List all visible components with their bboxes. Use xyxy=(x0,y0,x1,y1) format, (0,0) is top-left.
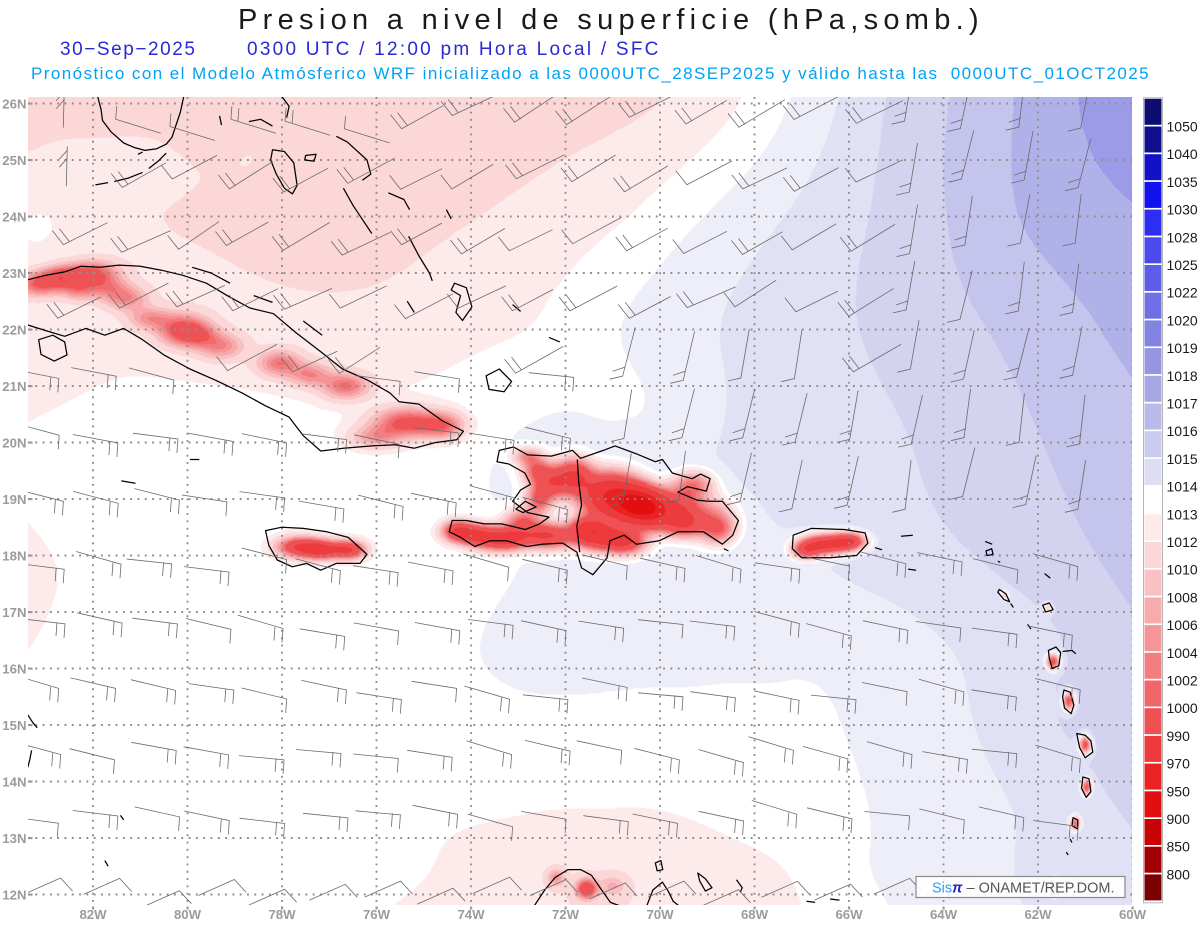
svg-text:13N: 13N xyxy=(2,831,26,846)
svg-text:24N: 24N xyxy=(2,209,26,224)
svg-text:68W: 68W xyxy=(741,907,769,922)
svg-text:1040: 1040 xyxy=(1167,146,1198,162)
svg-text:1002: 1002 xyxy=(1167,673,1198,689)
svg-text:12N: 12N xyxy=(2,887,26,902)
svg-text:78W: 78W xyxy=(268,907,296,922)
svg-text:80W: 80W xyxy=(174,907,202,922)
svg-text:1008: 1008 xyxy=(1167,589,1198,605)
svg-text:1014: 1014 xyxy=(1167,479,1198,495)
svg-text:Sisπ – ONAMET/REP.DOM.: Sisπ – ONAMET/REP.DOM. xyxy=(932,881,1115,897)
svg-text:76W: 76W xyxy=(363,907,391,922)
svg-text:64W: 64W xyxy=(930,907,958,922)
svg-text:21N: 21N xyxy=(2,379,26,394)
svg-text:970: 970 xyxy=(1167,756,1191,772)
svg-text:62W: 62W xyxy=(1024,907,1052,922)
svg-text:25N: 25N xyxy=(2,153,26,168)
svg-text:15N: 15N xyxy=(2,718,26,733)
svg-text:1013: 1013 xyxy=(1167,506,1198,522)
svg-text:26N: 26N xyxy=(2,96,26,111)
svg-text:20N: 20N xyxy=(2,435,26,450)
svg-text:950: 950 xyxy=(1167,783,1191,799)
svg-text:1010: 1010 xyxy=(1167,562,1198,578)
svg-text:22N: 22N xyxy=(2,322,26,337)
svg-text:16N: 16N xyxy=(2,661,26,676)
svg-text:74W: 74W xyxy=(457,907,485,922)
svg-text:990: 990 xyxy=(1167,728,1191,744)
svg-text:17N: 17N xyxy=(2,605,26,620)
svg-text:60W: 60W xyxy=(1119,907,1147,922)
svg-text:1019: 1019 xyxy=(1167,340,1198,356)
svg-text:82W: 82W xyxy=(79,907,107,922)
svg-text:1018: 1018 xyxy=(1167,368,1198,384)
svg-text:900: 900 xyxy=(1167,811,1191,827)
svg-text:66W: 66W xyxy=(835,907,863,922)
svg-text:72W: 72W xyxy=(552,907,580,922)
svg-text:18N: 18N xyxy=(2,548,26,563)
svg-text:23N: 23N xyxy=(2,266,26,281)
svg-text:1025: 1025 xyxy=(1167,257,1198,273)
svg-text:1030: 1030 xyxy=(1167,202,1198,218)
svg-text:19N: 19N xyxy=(2,492,26,507)
svg-text:1006: 1006 xyxy=(1167,617,1198,633)
svg-text:1016: 1016 xyxy=(1167,423,1198,439)
svg-text:1017: 1017 xyxy=(1167,396,1198,412)
svg-text:1028: 1028 xyxy=(1167,229,1198,245)
svg-text:1035: 1035 xyxy=(1167,174,1198,190)
svg-text:1022: 1022 xyxy=(1167,285,1198,301)
svg-text:1050: 1050 xyxy=(1167,119,1198,135)
svg-text:14N: 14N xyxy=(2,774,26,789)
svg-text:70W: 70W xyxy=(646,907,674,922)
svg-text:1000: 1000 xyxy=(1167,700,1198,716)
svg-text:850: 850 xyxy=(1167,839,1191,855)
svg-text:1004: 1004 xyxy=(1167,645,1198,661)
svg-text:800: 800 xyxy=(1167,866,1191,882)
svg-text:1015: 1015 xyxy=(1167,451,1198,467)
svg-text:1020: 1020 xyxy=(1167,312,1198,328)
svg-text:1012: 1012 xyxy=(1167,534,1198,550)
